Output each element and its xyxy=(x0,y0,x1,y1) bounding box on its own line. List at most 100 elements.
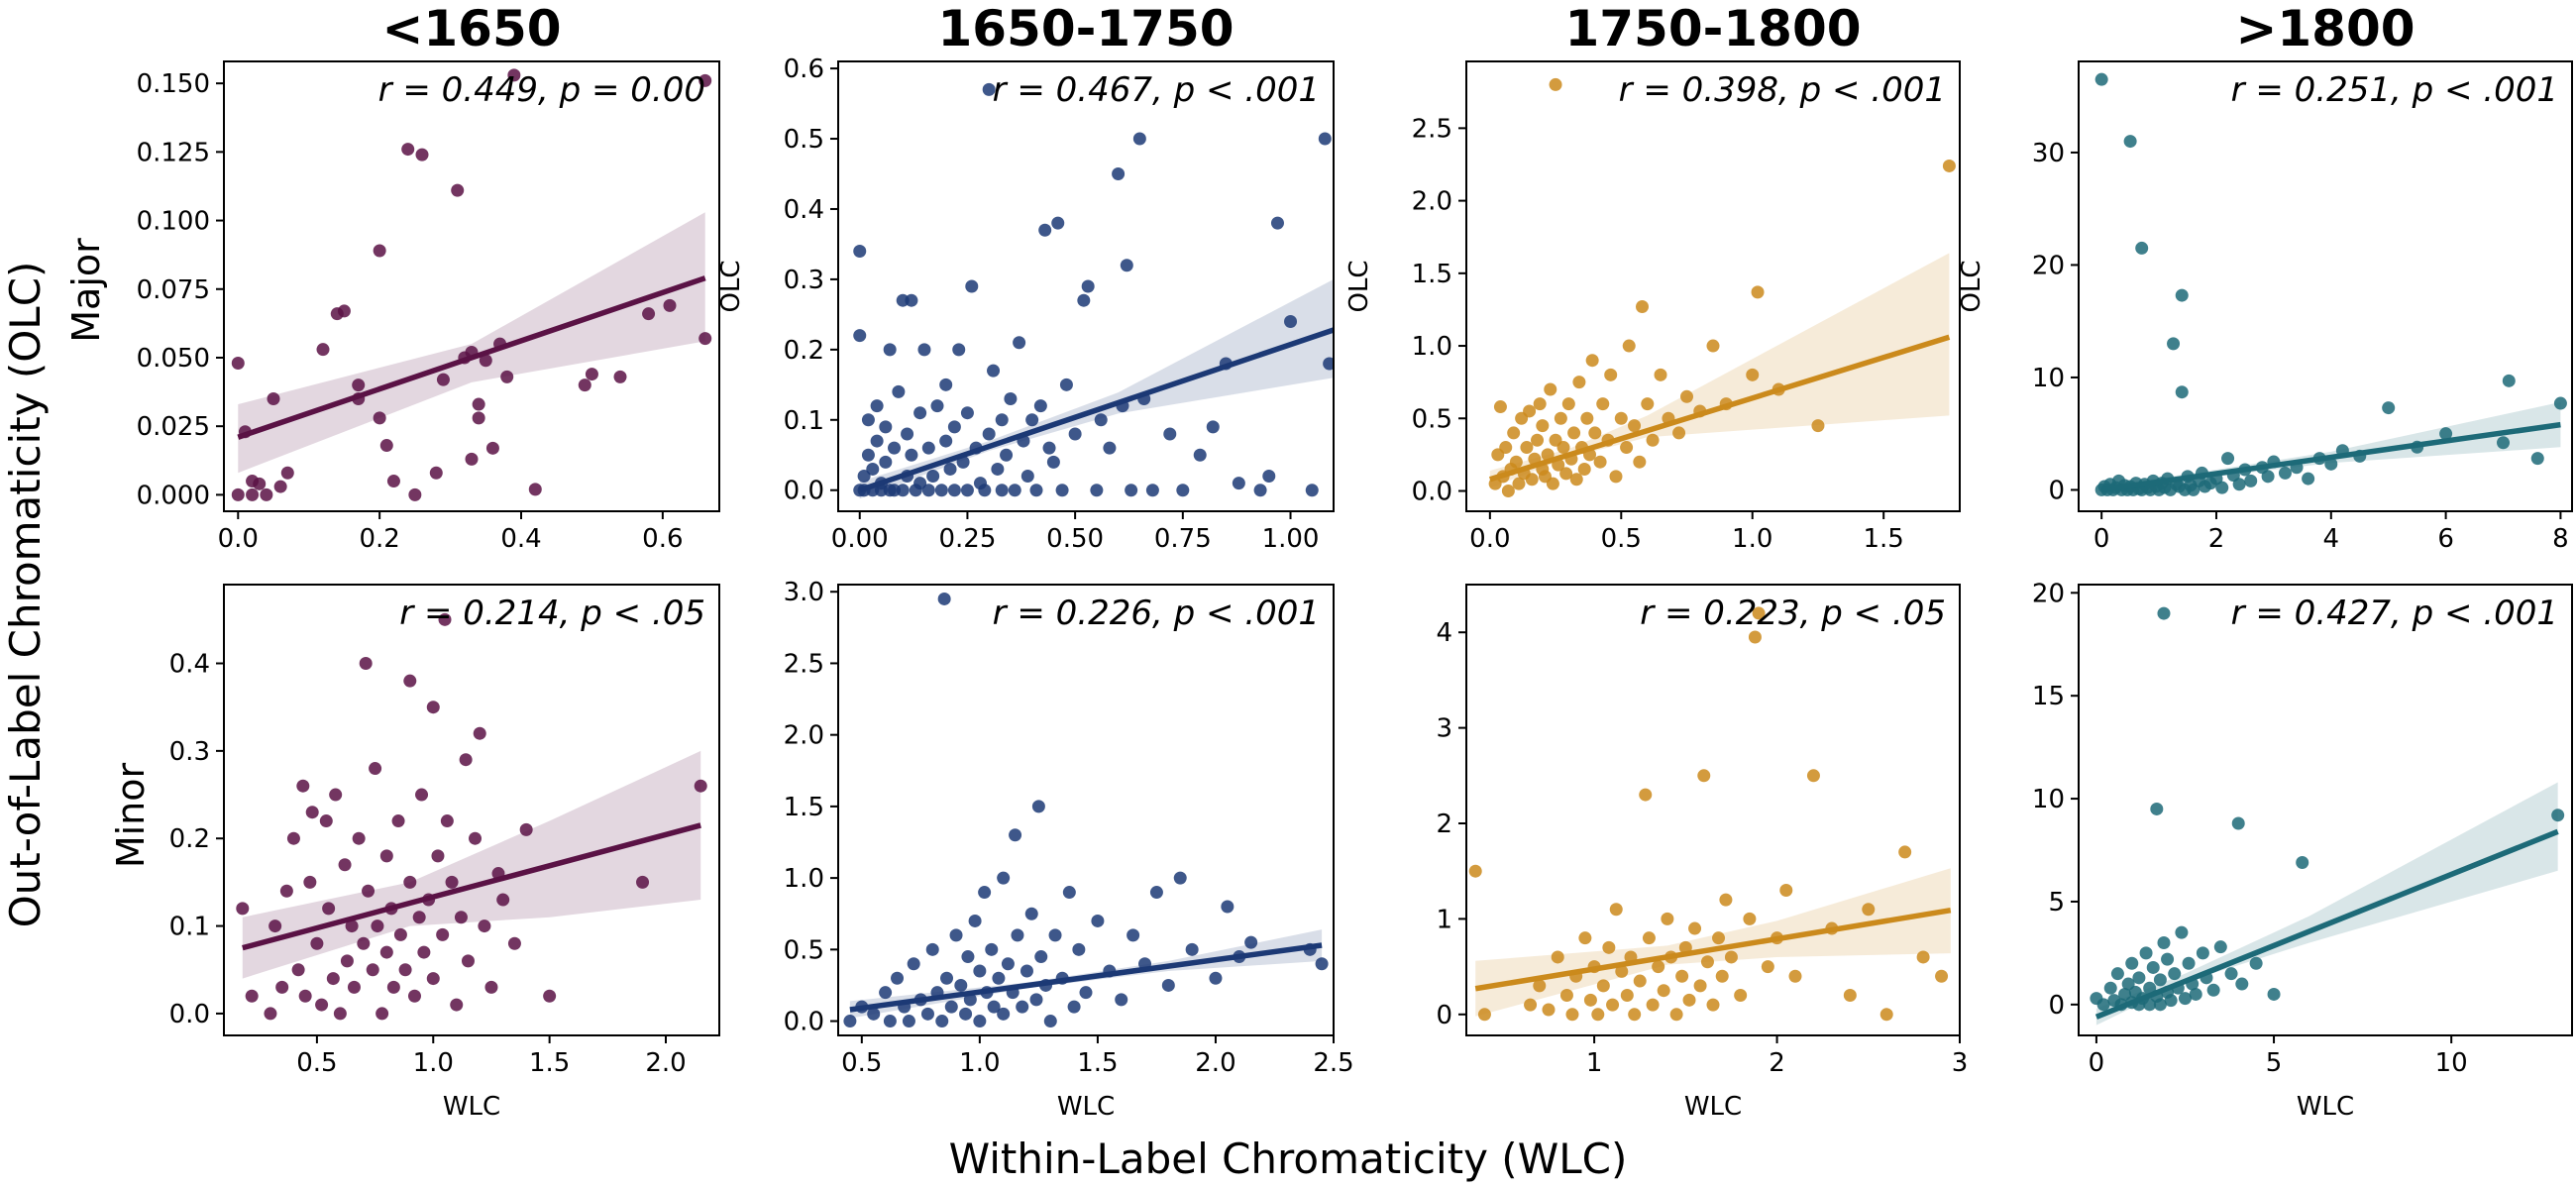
data-point xyxy=(1661,912,1674,925)
plot-frame xyxy=(1465,584,1961,1036)
data-point xyxy=(1585,354,1599,368)
data-point xyxy=(426,972,440,986)
data-point xyxy=(1011,928,1024,942)
data-point xyxy=(1556,441,1570,455)
data-point xyxy=(2125,956,2139,970)
x-axis-label: WLC xyxy=(1057,1092,1115,1122)
data-point xyxy=(267,392,280,405)
data-point xyxy=(236,902,250,916)
data-point xyxy=(338,858,352,872)
data-point xyxy=(333,1007,347,1021)
data-point xyxy=(2206,983,2220,997)
data-point xyxy=(982,427,996,441)
data-point xyxy=(2123,135,2137,149)
x-tick-label: 2 xyxy=(2208,524,2225,554)
data-point xyxy=(1232,477,1245,490)
data-point xyxy=(1620,989,1634,1003)
y-tick-label: 0.2 xyxy=(784,336,824,366)
data-point xyxy=(1916,950,1930,964)
x-tick-label: 0.25 xyxy=(938,524,996,554)
data-point xyxy=(960,406,974,420)
data-point xyxy=(947,420,961,434)
data-point xyxy=(352,378,366,392)
y-tick-label: 1 xyxy=(1436,905,1452,934)
data-point xyxy=(997,1007,1011,1021)
y-tick-label: 0.5 xyxy=(784,125,824,155)
stat-annotation: r = 0.467, p < .001 xyxy=(993,70,1320,110)
data-point xyxy=(485,441,499,455)
y-tick-label: 10 xyxy=(2032,785,2065,814)
data-point xyxy=(879,420,893,434)
data-point xyxy=(1499,441,1513,455)
col-title-3: 1750-1800 xyxy=(1564,0,1861,57)
data-point xyxy=(1020,964,1033,978)
row-title-major: Major xyxy=(64,238,108,343)
data-point xyxy=(1588,426,1602,440)
data-point xyxy=(1221,900,1234,914)
data-point xyxy=(445,875,459,889)
data-point xyxy=(345,919,359,933)
data-point xyxy=(952,343,966,357)
y-tick-label: 10 xyxy=(2032,364,2065,393)
data-point xyxy=(901,427,914,441)
data-point xyxy=(907,957,920,971)
data-point xyxy=(1811,419,1825,433)
x-tick-label: 0.4 xyxy=(500,524,541,554)
data-point xyxy=(879,986,893,1000)
data-point xyxy=(1633,455,1647,469)
x-tick-label: 2.5 xyxy=(1313,1048,1353,1078)
data-point xyxy=(1253,484,1267,497)
data-point xyxy=(1090,484,1104,497)
data-point xyxy=(1031,800,1045,813)
data-point xyxy=(1029,993,1043,1007)
x-tick-label: 1 xyxy=(1586,1048,1603,1078)
data-point xyxy=(1536,419,1550,433)
stat-annotation: r = 0.223, p < .05 xyxy=(1640,594,1946,633)
data-point xyxy=(857,470,871,484)
data-point xyxy=(1120,259,1133,272)
data-point xyxy=(2157,606,2171,620)
data-point xyxy=(2502,374,2516,387)
data-point xyxy=(1081,279,1095,293)
data-point xyxy=(1533,979,1547,993)
x-tick-label: 10 xyxy=(2435,1048,2468,1078)
y-tick-label: 0.100 xyxy=(137,207,210,237)
data-point xyxy=(698,73,712,87)
data-point xyxy=(1185,942,1199,956)
data-point xyxy=(473,726,486,740)
data-point xyxy=(1305,484,1319,497)
data-point xyxy=(286,831,300,845)
data-point xyxy=(1654,368,1667,381)
data-point xyxy=(450,998,464,1012)
data-point xyxy=(995,484,1009,497)
data-point xyxy=(1055,484,1069,497)
data-point xyxy=(1262,470,1276,484)
data-point xyxy=(340,954,354,968)
plot-frame xyxy=(2078,60,2573,512)
data-point xyxy=(1544,382,1557,396)
data-point xyxy=(1149,886,1163,900)
x-tick-label: 0.5 xyxy=(841,1048,882,1078)
scatter-panel: 0.5 1.0 1.5 2.0 0.0 0.1 0.2 0.3 0.4 r = 0.214, p … xyxy=(169,584,720,1122)
data-point xyxy=(415,148,429,162)
data-point xyxy=(1935,969,1949,983)
data-point xyxy=(393,927,407,941)
data-point xyxy=(1604,368,1618,381)
y-tick-label: 5 xyxy=(2048,888,2065,918)
data-point xyxy=(987,364,1001,378)
data-point xyxy=(1059,378,1073,391)
data-point xyxy=(528,483,542,496)
scatter-panel: 0.5 1.0 1.5 2.0 2.5 0.0 0.5 1.0 1.5 2.0 2.5 3.0 r = … xyxy=(784,578,1354,1122)
y-tick-label: 15 xyxy=(2032,682,2065,711)
data-point xyxy=(1779,883,1793,897)
data-point xyxy=(1715,969,1729,983)
data-point xyxy=(373,244,386,258)
data-point xyxy=(1038,223,1052,237)
data-point xyxy=(973,964,987,978)
x-tick-label: 0.5 xyxy=(296,1048,337,1078)
data-point xyxy=(1509,455,1523,469)
data-point xyxy=(379,439,393,453)
data-point xyxy=(930,399,944,413)
data-point xyxy=(1682,993,1696,1007)
data-point xyxy=(326,972,340,986)
